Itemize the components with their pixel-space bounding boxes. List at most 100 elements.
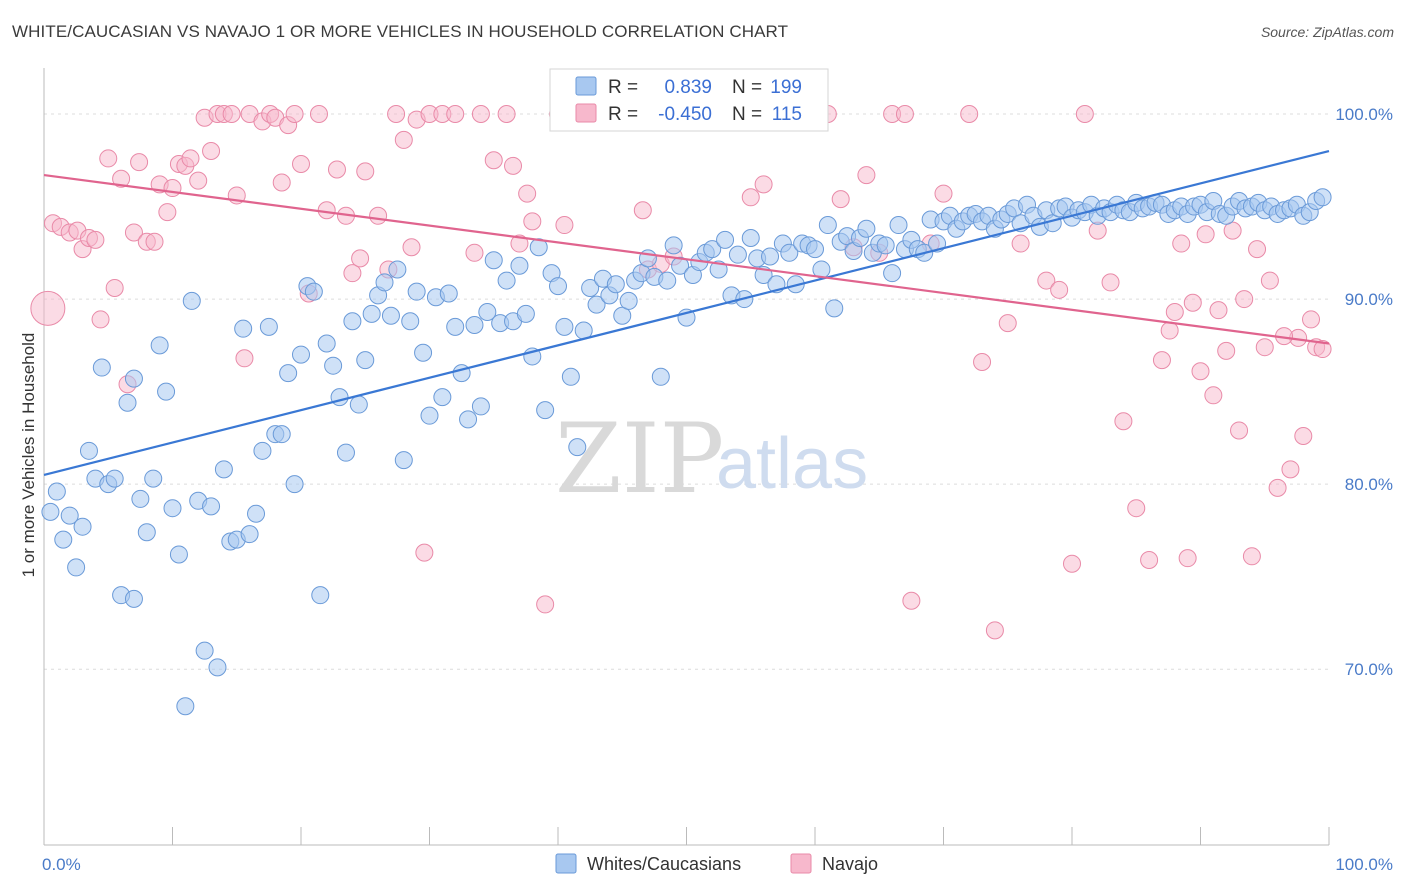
navajo-point [1172, 234, 1191, 253]
white-point [709, 260, 728, 279]
navajo-point [1050, 280, 1069, 299]
chart-title: WHITE/CAUCASIAN VS NAVAJO 1 OR MORE VEHI… [12, 22, 789, 41]
white-point [253, 441, 272, 460]
white-point [825, 299, 844, 318]
white-point [214, 460, 233, 479]
navajo-point [1196, 225, 1215, 244]
y-tick-label: 100.0% [1335, 105, 1393, 124]
white-point [118, 393, 137, 412]
navajo-point [1242, 547, 1261, 566]
stats-legend-r-label: R = [608, 104, 638, 125]
navajo-point [130, 153, 149, 172]
navajo-point [1037, 271, 1056, 290]
navajo-point [857, 166, 876, 185]
navajo-point [402, 238, 421, 257]
white-point [536, 401, 555, 420]
white-point [414, 343, 433, 362]
white-point [818, 216, 837, 235]
white-point [349, 395, 368, 414]
navajo-point [985, 621, 1004, 640]
navajo-point [1204, 386, 1223, 405]
white-point [41, 502, 60, 521]
white-point [311, 586, 330, 605]
navajo-point [1302, 310, 1321, 329]
white-point [105, 469, 124, 488]
white-point [401, 312, 420, 331]
navajo-point [555, 216, 574, 235]
navajo-point [105, 278, 124, 297]
navajo-point [633, 201, 652, 220]
navajo-point [369, 206, 388, 225]
navajo-point [1075, 105, 1094, 124]
legend-swatch-white [555, 853, 577, 874]
watermark-zip: ZIP [555, 403, 724, 515]
navajo-point [1165, 303, 1184, 322]
navajo-point [1178, 549, 1197, 568]
y-axis-label: 1 or more Vehicles in Household [19, 333, 38, 578]
white-point [857, 219, 876, 238]
navajo-point [1140, 551, 1159, 570]
white-point [883, 264, 902, 283]
white-point [561, 367, 580, 386]
navajo-point [536, 595, 555, 614]
white-point [664, 236, 683, 255]
white-point [330, 388, 349, 407]
navajo-point [831, 190, 850, 209]
navajo-point [1063, 554, 1081, 573]
white-point [150, 336, 169, 355]
navajo-point [163, 179, 182, 198]
white-point [703, 240, 722, 259]
navajo-point [99, 149, 118, 168]
navajo-point [1127, 499, 1146, 518]
navajo-point [1235, 290, 1254, 309]
white-point [124, 589, 143, 608]
stats-legend: R = 0.839 N = 199 R = -0.450 N = 115 [549, 68, 829, 132]
navajo-point [902, 591, 921, 610]
navajo-point [518, 184, 537, 203]
navajo-point [504, 156, 523, 175]
white-point [651, 367, 670, 386]
white-point [144, 469, 163, 488]
white-point [375, 273, 394, 292]
white-point [60, 506, 79, 525]
navajo-point [394, 130, 413, 149]
white-point [549, 277, 567, 296]
navajo-point [292, 154, 310, 173]
navajo-trend-line [43, 173, 1330, 345]
white-point [581, 278, 600, 297]
white-point [420, 406, 439, 425]
white-point [92, 358, 111, 377]
stats-legend-n-label: N = [732, 77, 762, 98]
navajo-point [1183, 293, 1202, 312]
white-point [381, 306, 400, 325]
navajo-point [497, 105, 516, 124]
navajo-point [1217, 341, 1236, 360]
white-point [613, 306, 632, 325]
white-point [317, 334, 336, 353]
white-point [471, 397, 490, 416]
navajo-point [934, 184, 953, 203]
navajo-points [30, 105, 1332, 640]
white-point [157, 382, 176, 401]
navajo-point [973, 352, 992, 371]
white-point [169, 545, 188, 564]
white-point [555, 317, 574, 336]
y-tick-label: 90.0% [1345, 290, 1393, 309]
navajo-point [285, 105, 304, 124]
white-point [497, 271, 516, 290]
navajo-point [1223, 221, 1242, 240]
white-point [131, 489, 150, 508]
white-point [195, 641, 214, 660]
navajo-point [1191, 362, 1210, 381]
white-point [240, 525, 259, 544]
stats-legend-n-value: 115 [772, 104, 802, 125]
white-point [658, 271, 677, 290]
white-point [137, 523, 156, 542]
white-point [439, 284, 458, 303]
white-point [806, 240, 824, 259]
navajo-point [343, 264, 362, 283]
white-point [79, 441, 98, 460]
white-point [780, 243, 799, 262]
x-tick-label: 0.0% [42, 855, 81, 874]
white-point [587, 295, 606, 314]
